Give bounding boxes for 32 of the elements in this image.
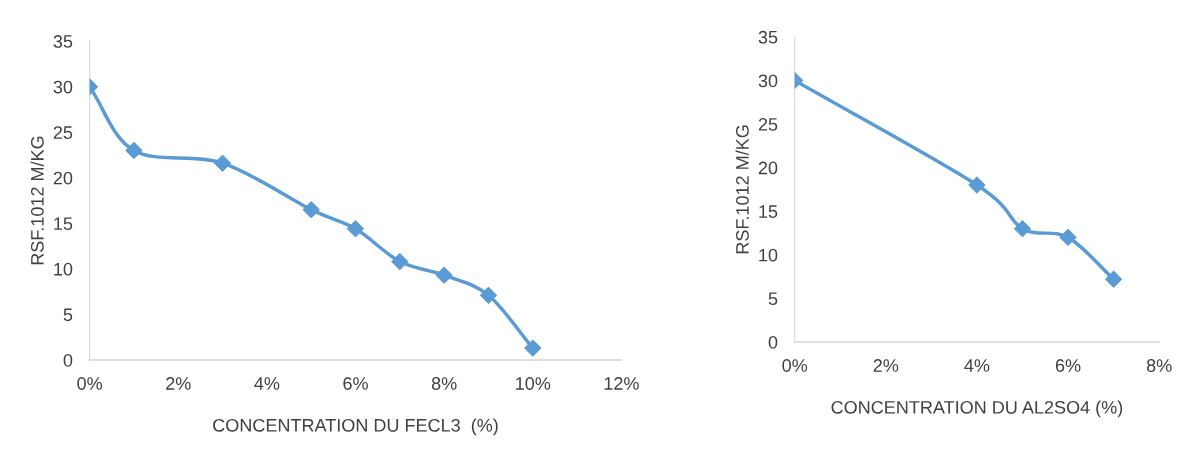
x-tick-label: 10% — [516, 377, 551, 390]
x-tick-label: 8% — [1146, 359, 1172, 372]
y-tick-label: 25 — [758, 118, 778, 131]
x-tick-label: 12% — [604, 377, 639, 390]
x-tick-label: 2% — [873, 359, 899, 372]
x-tick-label: 6% — [1055, 359, 1081, 372]
y-tick-label: 10 — [54, 262, 73, 276]
y-tick-label: 0 — [63, 353, 73, 367]
x-tick-label: 2% — [166, 377, 191, 390]
x-tick-label: 6% — [343, 377, 368, 390]
y-tick-label: 25 — [53, 126, 73, 139]
x-axis-title: CONCENTRATION DU AL2SO4 (%) — [831, 400, 1123, 418]
y-tick-label: 5 — [63, 308, 73, 322]
y-tick-label: 0 — [768, 335, 778, 349]
y-axis-title: RSF.1012 M/KG — [735, 125, 749, 254]
y-tick-label: 30 — [53, 80, 73, 94]
y-tick-label: 35 — [53, 35, 73, 48]
x-tick-label: 8% — [431, 377, 457, 390]
x-tick-label: 0% — [782, 359, 808, 372]
y-axis-title: RSF.1012 M/KG — [30, 136, 44, 265]
y-tick-label: 15 — [54, 217, 73, 231]
x-axis-title: CONCENTRATION DU FECL3 (%) — [213, 418, 498, 436]
y-tick-label: 15 — [759, 205, 778, 218]
y-tick-label: 35 — [758, 30, 778, 44]
y-tick-label: 5 — [768, 292, 778, 306]
x-tick-label: 4% — [254, 377, 280, 390]
y-tick-label: 20 — [758, 161, 778, 175]
x-tick-label: 4% — [964, 359, 990, 372]
x-tick-label: 0% — [77, 377, 103, 390]
y-tick-label: 30 — [758, 74, 778, 88]
y-tick-label: 20 — [53, 171, 73, 185]
y-tick-label: 10 — [759, 248, 778, 262]
